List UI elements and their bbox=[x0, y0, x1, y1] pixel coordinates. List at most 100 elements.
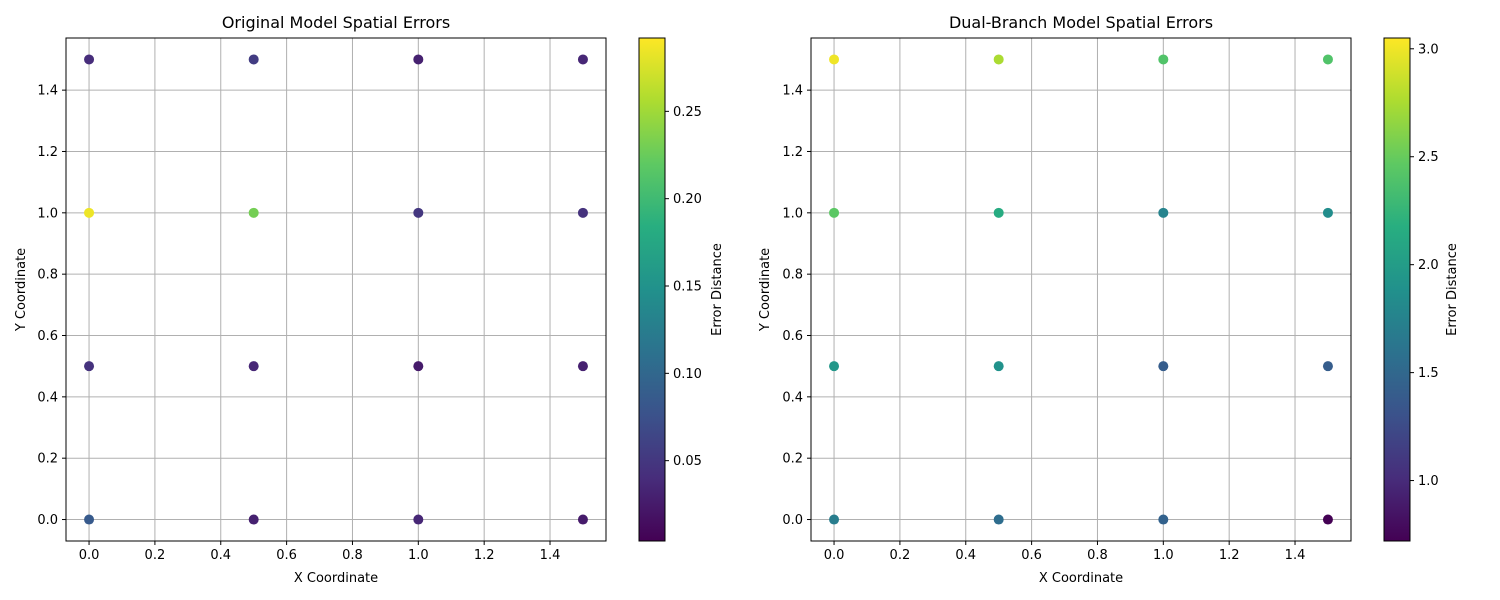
y-tick-label: 0.2 bbox=[782, 452, 803, 467]
plot-frame bbox=[810, 37, 1352, 542]
y-tick-label: 1.4 bbox=[782, 84, 803, 99]
y-axis-ticks: 0.0 0.2 0.4 0.6 0.8 1.0 1.2 1.4 bbox=[782, 84, 811, 528]
colorbar-tick-label: 3.0 bbox=[1418, 42, 1439, 57]
scatter-point bbox=[413, 361, 424, 372]
colorbar-tick-label: 0.15 bbox=[673, 280, 702, 295]
grid bbox=[811, 38, 1351, 541]
scatter-point bbox=[1322, 207, 1333, 218]
scatter-point bbox=[248, 207, 259, 218]
y-tick-label: 1.0 bbox=[37, 206, 58, 221]
x-axis-label: X Coordinate bbox=[1039, 571, 1123, 586]
y-tick-label: 0.4 bbox=[37, 390, 58, 405]
scatter-point bbox=[248, 361, 259, 372]
scatter-point bbox=[84, 361, 95, 372]
chart-dual-branch: Dual-Branch Model Spatial Errors 0.0 0.2 0… bbox=[758, 13, 1460, 586]
scatter-point bbox=[413, 514, 424, 525]
scatter-point bbox=[1158, 54, 1169, 65]
scatter-point bbox=[84, 54, 95, 65]
points bbox=[84, 54, 588, 525]
colorbar-gradient bbox=[1384, 38, 1410, 541]
y-tick-label: 1.2 bbox=[782, 145, 803, 160]
x-tick-label: 0.6 bbox=[276, 548, 297, 563]
colorbar-ticks: 1.0 1.5 2.0 2.5 3.0 bbox=[1410, 42, 1439, 489]
y-axis-label: Y Coordinate bbox=[758, 248, 773, 332]
x-tick-label: 1.2 bbox=[1219, 548, 1240, 563]
colorbar-label: Error Distance bbox=[710, 243, 725, 336]
x-tick-label: 0.4 bbox=[210, 548, 231, 563]
scatter-point bbox=[248, 54, 259, 65]
scatter-point bbox=[84, 207, 95, 218]
x-tick-label: 0.4 bbox=[955, 548, 976, 563]
scatter-point bbox=[993, 361, 1004, 372]
colorbar-frame bbox=[1383, 37, 1411, 542]
scatter-point bbox=[1158, 207, 1169, 218]
scatter-point bbox=[829, 54, 840, 65]
colorbar-tick-label: 2.5 bbox=[1418, 150, 1439, 165]
scatter-point bbox=[577, 514, 588, 525]
scatter-point bbox=[993, 207, 1004, 218]
x-tick-label: 0.8 bbox=[342, 548, 363, 563]
x-axis-label: X Coordinate bbox=[294, 571, 378, 586]
y-tick-label: 1.2 bbox=[37, 145, 58, 160]
scatter-point bbox=[577, 207, 588, 218]
scatter-point bbox=[993, 514, 1004, 525]
x-axis-ticks: 0.0 0.2 0.4 0.6 0.8 1.0 1.2 1.4 bbox=[79, 541, 561, 563]
colorbar-ticks: 0.05 0.10 0.15 0.20 0.25 bbox=[665, 105, 702, 469]
x-tick-label: 0.2 bbox=[890, 548, 911, 563]
scatter-point bbox=[84, 514, 95, 525]
x-tick-label: 1.4 bbox=[540, 548, 561, 563]
colorbar-tick-label: 1.5 bbox=[1418, 366, 1439, 381]
y-tick-label: 0.6 bbox=[37, 329, 58, 344]
colorbar-tick-label: 2.0 bbox=[1418, 258, 1439, 273]
colorbar-tick-label: 0.20 bbox=[673, 192, 702, 207]
y-tick-label: 0.2 bbox=[37, 452, 58, 467]
y-tick-label: 1.0 bbox=[782, 206, 803, 221]
x-axis-ticks: 0.0 0.2 0.4 0.6 0.8 1.0 1.2 1.4 bbox=[824, 541, 1306, 563]
y-tick-label: 1.4 bbox=[37, 84, 58, 99]
x-tick-label: 0.0 bbox=[79, 548, 100, 563]
x-tick-label: 0.6 bbox=[1021, 548, 1042, 563]
scatter-point bbox=[413, 207, 424, 218]
chart-title: Dual-Branch Model Spatial Errors bbox=[949, 13, 1213, 32]
x-tick-label: 0.2 bbox=[145, 548, 166, 563]
scatter-point bbox=[829, 514, 840, 525]
colorbar-tick-label: 0.05 bbox=[673, 454, 702, 469]
scatter-point bbox=[1322, 514, 1333, 525]
y-tick-label: 0.4 bbox=[782, 390, 803, 405]
chart-title: Original Model Spatial Errors bbox=[222, 13, 450, 32]
colorbar-label: Error Distance bbox=[1445, 243, 1460, 336]
colorbar-tick-label: 0.10 bbox=[673, 367, 702, 382]
plot-frame bbox=[65, 37, 607, 542]
scatter-point bbox=[1322, 54, 1333, 65]
scatter-point bbox=[413, 54, 424, 65]
scatter-point bbox=[577, 361, 588, 372]
scatter-point bbox=[1322, 361, 1333, 372]
scatter-point bbox=[829, 207, 840, 218]
points bbox=[829, 54, 1333, 525]
x-tick-label: 0.0 bbox=[824, 548, 845, 563]
scatter-point bbox=[829, 361, 840, 372]
scatter-point bbox=[1158, 361, 1169, 372]
y-tick-label: 0.0 bbox=[782, 513, 803, 528]
scatter-point bbox=[577, 54, 588, 65]
x-tick-label: 0.8 bbox=[1087, 548, 1108, 563]
x-tick-label: 1.0 bbox=[408, 548, 429, 563]
colorbar-gradient bbox=[639, 38, 665, 541]
y-tick-label: 0.8 bbox=[782, 268, 803, 283]
y-axis-label: Y Coordinate bbox=[14, 248, 29, 332]
y-tick-label: 0.6 bbox=[782, 329, 803, 344]
chart-original: Original Model Spatial Errors 0.0 0.2 0.4 0… bbox=[14, 13, 725, 586]
colorbar-tick-label: 1.0 bbox=[1418, 474, 1439, 489]
scatter-point bbox=[1158, 514, 1169, 525]
x-tick-label: 1.4 bbox=[1285, 548, 1306, 563]
y-tick-label: 0.0 bbox=[37, 513, 58, 528]
scatter-point bbox=[993, 54, 1004, 65]
colorbar: 0.05 0.10 0.15 0.20 0.25 Error Distance bbox=[638, 37, 725, 542]
x-tick-label: 1.0 bbox=[1153, 548, 1174, 563]
colorbar-tick-label: 0.25 bbox=[673, 105, 702, 120]
x-tick-label: 1.2 bbox=[474, 548, 495, 563]
y-tick-label: 0.8 bbox=[37, 268, 58, 283]
scatter-point bbox=[248, 514, 259, 525]
colorbar: 1.0 1.5 2.0 2.5 3.0 Error Distance bbox=[1383, 37, 1460, 542]
